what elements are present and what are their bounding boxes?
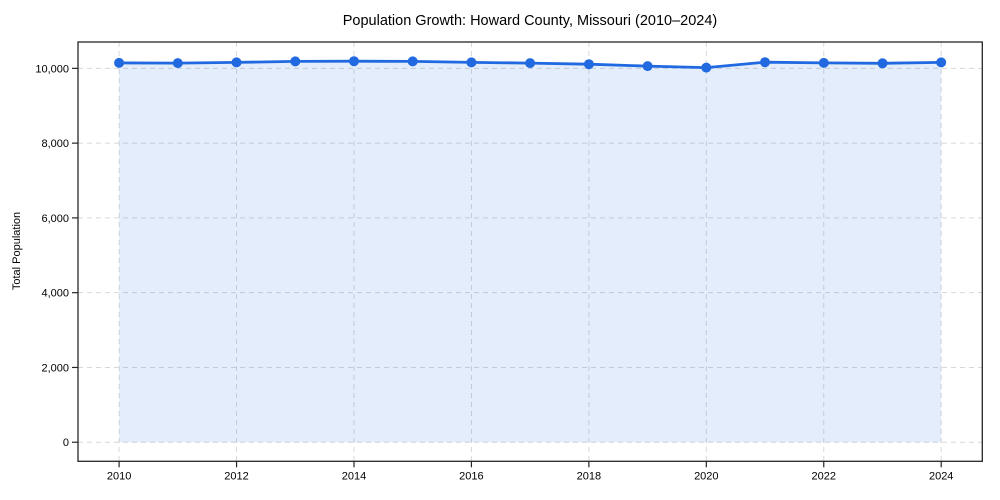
data-point <box>290 56 301 67</box>
chart-title: Population Growth: Howard County, Missou… <box>342 13 718 29</box>
data-point <box>936 57 947 68</box>
data-point <box>349 56 359 67</box>
data-point <box>407 56 418 67</box>
x-tick-label: 2010 <box>107 470 131 482</box>
data-point <box>583 59 594 70</box>
plot-border <box>77 41 983 462</box>
data-point <box>114 57 125 68</box>
x-tick-label: 2012 <box>224 470 248 482</box>
data-point <box>172 58 183 69</box>
y-tick-label: 8,000 <box>41 138 69 150</box>
x-tick-label: 2022 <box>812 470 836 482</box>
x-tick-label: 2014 <box>342 470 366 482</box>
x-tick-label: 2024 <box>929 470 953 482</box>
y-tick-label: 10,000 <box>35 63 69 75</box>
data-point <box>877 58 888 69</box>
area-fill <box>119 61 942 443</box>
data-point <box>466 57 477 68</box>
y-tick-label: 2,000 <box>41 362 69 374</box>
y-tick-label: 4,000 <box>41 288 69 300</box>
data-point <box>818 57 829 68</box>
data-point <box>701 62 712 73</box>
data-point <box>642 61 653 72</box>
data-point <box>231 57 242 68</box>
x-tick-label: 2018 <box>577 470 601 482</box>
data-point <box>760 57 770 68</box>
x-tick-label: 2016 <box>459 470 483 482</box>
y-tick-label: 0 <box>63 437 69 449</box>
x-tick-label: 2020 <box>694 470 718 482</box>
data-point <box>525 58 536 69</box>
y-tick-label: 6,000 <box>41 213 69 225</box>
